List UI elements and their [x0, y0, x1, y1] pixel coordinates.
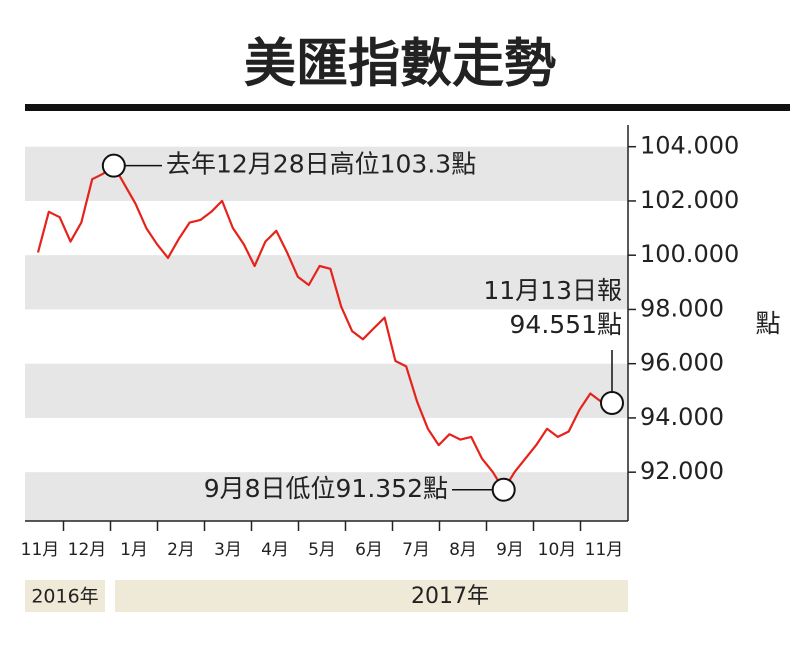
band	[25, 472, 628, 521]
x-tick-label: 4月	[261, 540, 289, 560]
x-tick-label: 1月	[120, 540, 148, 560]
band	[25, 363, 628, 418]
x-tick-label: 6月	[355, 540, 383, 560]
y-tick-label: 94.000	[640, 403, 724, 431]
year-bar	[25, 580, 105, 612]
x-tick-label: 11月	[585, 540, 624, 560]
year-label: 2017年	[411, 584, 489, 609]
y-tick-label: 96.000	[640, 349, 724, 377]
x-tick-label: 2月	[167, 540, 195, 560]
title-rule	[25, 104, 790, 111]
end-marker	[600, 390, 624, 415]
unit-label: 點	[755, 309, 780, 338]
x-tick-label: 11月	[21, 540, 60, 560]
year-label: 2016年	[31, 586, 98, 608]
x-tick-label: 5月	[308, 540, 336, 560]
annotation: 94.551點	[510, 310, 622, 339]
y-tick-label: 100.000	[640, 240, 739, 268]
x-tick-label: 9月	[496, 540, 524, 560]
y-tick-label: 102.000	[640, 186, 739, 214]
annotation: 去年12月28日高位103.3點	[166, 150, 476, 179]
x-tick-label: 10月	[538, 540, 577, 560]
annotation: 11月13日報	[483, 276, 622, 305]
high-marker	[101, 153, 126, 178]
low-marker	[491, 477, 516, 502]
annotation: 9月8日低位91.352點	[204, 474, 448, 503]
band	[25, 146, 628, 201]
y-tick-label: 104.000	[640, 132, 739, 160]
x-tick-label: 7月	[402, 540, 430, 560]
x-tick-label: 3月	[214, 540, 242, 560]
y-tick-label: 92.000	[640, 457, 724, 485]
band	[25, 255, 628, 310]
x-tick-label: 8月	[449, 540, 477, 560]
x-tick-label: 12月	[68, 540, 107, 560]
y-tick-label: 98.000	[640, 294, 724, 322]
chart-title: 美匯指數走勢	[244, 34, 556, 95]
line	[36, 164, 613, 491]
year-bar	[115, 580, 628, 612]
